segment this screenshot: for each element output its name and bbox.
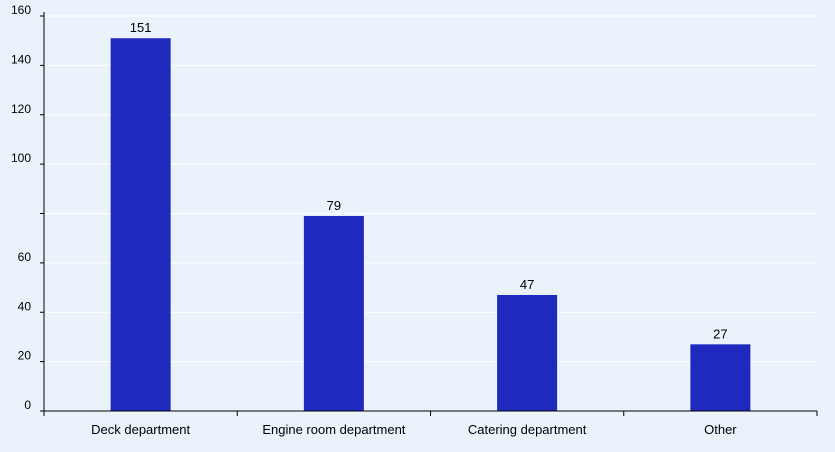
category-label: Deck department (91, 422, 190, 437)
bar-deck-department (110, 38, 171, 411)
y-tick-label: 20 (18, 349, 32, 363)
category-label: Other (704, 422, 737, 437)
axes (40, 12, 818, 416)
category-label: Catering department (468, 422, 587, 437)
labels: 151 Deck department 79 Engine room departme… (11, 3, 737, 437)
y-tick-label: 60 (18, 250, 32, 264)
gridlines (44, 15, 817, 363)
data-label: 151 (130, 20, 152, 35)
y-tick-label: 160 (11, 3, 31, 17)
y-tick-label: 40 (18, 299, 32, 313)
y-tick-label: 120 (11, 102, 31, 116)
y-tick-label: 0 (24, 398, 31, 412)
bars (110, 38, 751, 411)
y-tick-label: 100 (11, 151, 31, 165)
data-label: 27 (713, 326, 727, 341)
bar-catering-department (497, 294, 558, 411)
y-tick-label: 140 (11, 52, 31, 66)
data-label: 79 (327, 198, 341, 213)
bar-other (690, 344, 751, 411)
bar-engine-room-department (303, 215, 364, 411)
data-label: 47 (520, 277, 534, 292)
category-label: Engine room department (262, 422, 405, 437)
